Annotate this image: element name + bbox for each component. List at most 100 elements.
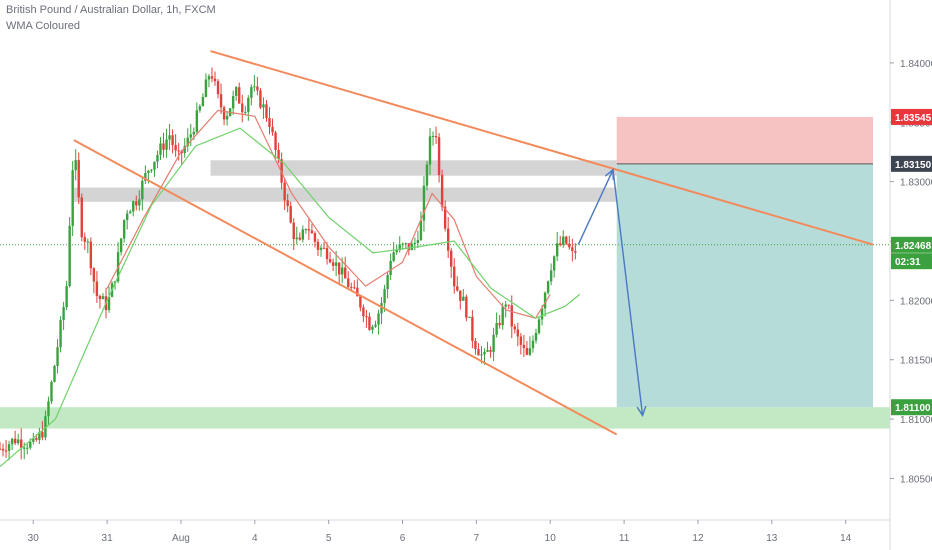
projection-up-arrow xyxy=(577,169,614,245)
support-band xyxy=(0,407,890,429)
price-badge-stop xyxy=(891,108,932,125)
candle-body xyxy=(434,136,438,138)
candle-body xyxy=(141,180,144,200)
candle-body xyxy=(156,154,159,162)
candle-body xyxy=(525,348,529,355)
candle-body xyxy=(259,90,262,108)
candle-body xyxy=(313,233,317,242)
candle-body xyxy=(474,340,477,350)
candle-body xyxy=(192,131,196,135)
resistance-band-2 xyxy=(73,187,617,202)
candle-body xyxy=(316,241,320,250)
candle-body xyxy=(307,228,311,231)
candle-body xyxy=(292,222,295,240)
candle-body xyxy=(41,432,44,438)
candle-body xyxy=(413,242,417,244)
candle-body xyxy=(56,347,59,366)
candle-body xyxy=(471,316,474,341)
candle-body xyxy=(504,304,507,307)
candle-body xyxy=(555,243,559,257)
candle-body xyxy=(277,149,280,160)
candle-body xyxy=(310,230,314,234)
candle-body xyxy=(565,236,568,244)
candle-body xyxy=(350,287,353,289)
candle-body xyxy=(23,447,26,449)
projection-down-arrow xyxy=(612,169,644,416)
candle-body xyxy=(443,206,447,229)
candle-body xyxy=(80,197,83,238)
candle-body xyxy=(398,244,401,251)
candle-body xyxy=(507,304,510,306)
candle-body xyxy=(465,296,468,318)
wma-slow-line xyxy=(106,109,551,319)
take-profit-zone xyxy=(616,163,874,408)
candle-body xyxy=(165,139,168,150)
candle-body xyxy=(168,135,171,140)
candle-body xyxy=(174,145,177,151)
candle-body xyxy=(225,115,229,120)
price-badge-label-target: 1.81100 xyxy=(895,403,931,414)
candle-body xyxy=(486,350,489,352)
candle-body xyxy=(138,199,141,206)
chart-title: British Pound / Australian Dollar, 1h, F… xyxy=(6,4,216,16)
trendline-lower xyxy=(73,139,618,436)
candle-body xyxy=(340,267,344,275)
stop-loss-zone xyxy=(616,116,874,164)
candle-body xyxy=(534,332,538,341)
time-tick-label: 4 xyxy=(252,533,258,544)
candle-body xyxy=(19,439,23,448)
price-tick-label: 1.80500 xyxy=(900,474,932,485)
candle-body xyxy=(383,289,386,304)
candle-body xyxy=(13,438,17,444)
resistance-band-1 xyxy=(210,160,617,176)
candle-body xyxy=(410,243,414,251)
candle-body xyxy=(552,256,556,271)
candle-body xyxy=(204,79,208,97)
candle-body xyxy=(89,241,93,269)
candle-body xyxy=(265,104,268,118)
candle-body xyxy=(147,170,150,174)
candle-body xyxy=(95,281,99,297)
candle-body xyxy=(425,164,429,186)
candle-body xyxy=(16,439,20,444)
indicator-legend: WMA Coloured xyxy=(6,20,80,32)
candle-body xyxy=(380,303,383,314)
candle-body xyxy=(83,237,86,242)
candle-body xyxy=(4,450,8,452)
candle-body xyxy=(238,87,241,104)
candle-body xyxy=(489,350,492,352)
candle-body xyxy=(271,126,274,133)
time-tick-label: 6 xyxy=(400,533,406,544)
candle-body xyxy=(362,307,365,317)
candle-body xyxy=(468,316,471,318)
candle-body xyxy=(347,278,350,288)
candle-body xyxy=(301,229,305,240)
candle-body xyxy=(528,348,532,355)
candle-body xyxy=(150,169,153,171)
candle-body xyxy=(453,266,456,287)
candle-body xyxy=(374,324,377,327)
candle-body xyxy=(50,381,53,402)
price-tick-label: 1.81000 xyxy=(900,415,932,426)
candle-body xyxy=(483,351,486,355)
price-tick-label: 1.84000 xyxy=(900,59,932,70)
time-tick-label: 11 xyxy=(619,533,630,544)
time-tick-label: 7 xyxy=(474,533,480,544)
candle-body xyxy=(501,306,504,326)
candle-body xyxy=(35,438,38,440)
price-badge-countdown xyxy=(891,253,932,270)
candle-body xyxy=(295,237,298,240)
candle-body xyxy=(171,135,174,146)
price-badge-label-countdown: 02:31 xyxy=(895,257,921,268)
candle-body xyxy=(77,160,80,198)
candle-body xyxy=(428,136,432,165)
price-tick-label: 1.82000 xyxy=(900,296,932,307)
candle-body xyxy=(210,76,214,79)
candle-body xyxy=(241,103,244,113)
candle-body xyxy=(222,107,226,120)
candle-body xyxy=(446,228,450,251)
candle-body xyxy=(244,112,247,114)
candle-body xyxy=(513,326,516,330)
candle-body xyxy=(213,78,217,82)
